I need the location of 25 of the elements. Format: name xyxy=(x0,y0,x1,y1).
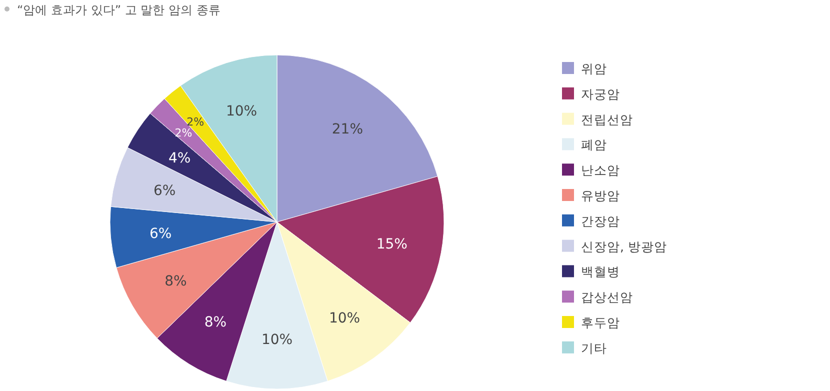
legend-label: 갑상선암 xyxy=(581,290,633,305)
legend-label: 신장암, 방광암 xyxy=(581,238,667,254)
data-label: 8% xyxy=(164,273,187,290)
data-label: 10% xyxy=(261,332,293,348)
data-label: 2% xyxy=(186,116,204,129)
legend-label: 위암 xyxy=(581,61,607,76)
legend-label: 기타 xyxy=(581,340,607,356)
legend-label: 유방암 xyxy=(581,188,620,203)
data-label: 21% xyxy=(332,122,364,138)
chart-title: “암에 효과가 있다” 고 말한 암의 종류 xyxy=(17,3,220,17)
legend-label: 간장암 xyxy=(581,213,620,228)
legend-label: 자궁암 xyxy=(581,86,620,102)
data-label: 15% xyxy=(376,236,408,252)
data-label: 2% xyxy=(174,126,192,140)
data-label: 10% xyxy=(328,310,360,326)
data-label: 8% xyxy=(204,314,227,330)
legend-label: 백혈병 xyxy=(581,264,620,280)
legend-label: 난소암 xyxy=(581,162,620,178)
data-label: 10% xyxy=(226,104,258,120)
legend-label: 폐암 xyxy=(581,137,607,152)
data-label: 4% xyxy=(168,150,191,166)
legend-label: 후두암 xyxy=(581,315,620,330)
data-label: 6% xyxy=(153,183,176,200)
legend-label: 전립선암 xyxy=(581,112,633,127)
data-label: 6% xyxy=(149,226,172,242)
